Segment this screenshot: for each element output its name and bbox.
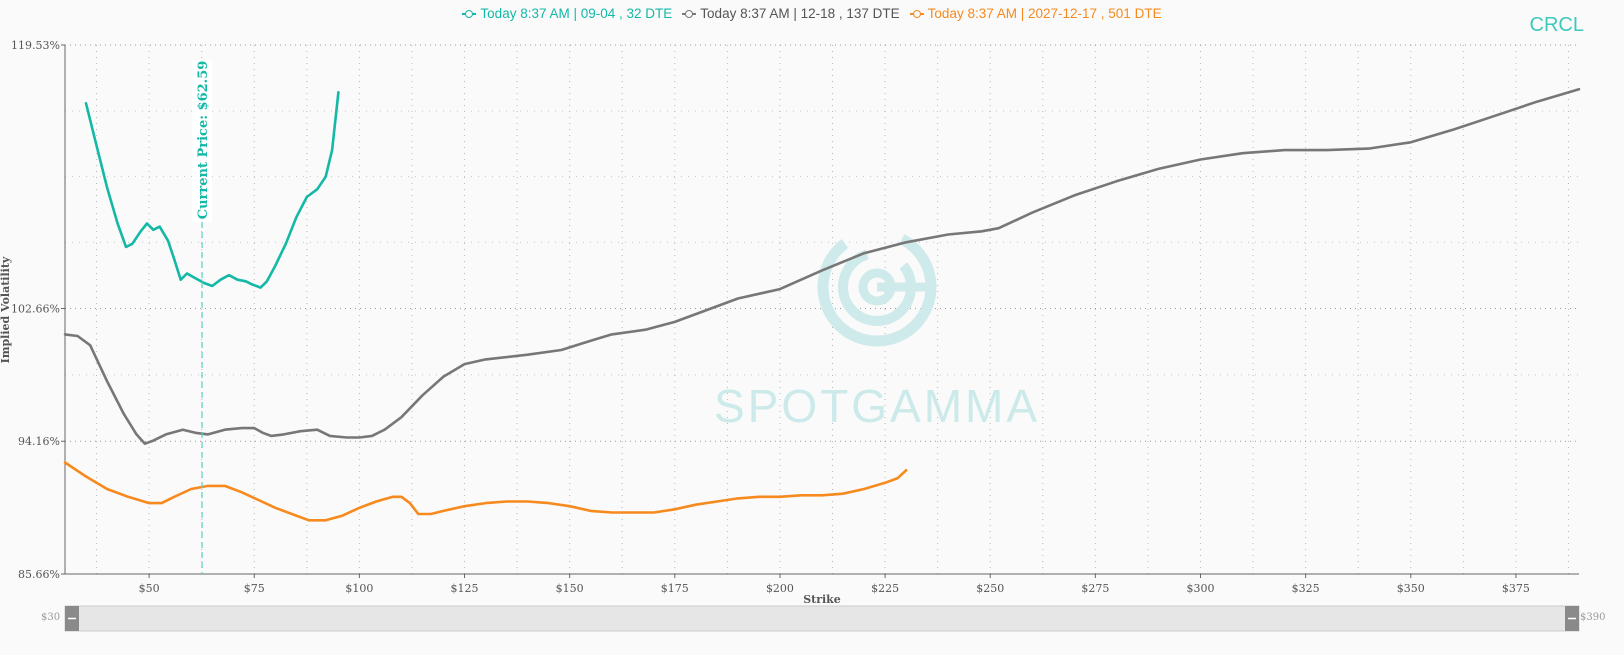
legend-label: Today 8:37 AM | 2027-12-17 , 501 DTE <box>927 6 1162 21</box>
x-tick-label: $175 <box>661 582 689 595</box>
y-tick-label: 102.66% <box>11 302 60 315</box>
series-line-3[interactable] <box>63 461 908 522</box>
x-tick-label: $300 <box>1187 582 1215 595</box>
current-price-label-box <box>192 60 213 222</box>
x-tick-label: $100 <box>345 582 373 595</box>
x-tick-label: $375 <box>1502 582 1530 595</box>
series-line-2[interactable] <box>63 87 1581 445</box>
watermark-ring-icon <box>817 227 937 347</box>
x-tick-label: $150 <box>556 582 584 595</box>
range-slider-track[interactable] <box>64 605 1580 632</box>
x-tick-label: $250 <box>976 582 1004 595</box>
slider-min-label: $30 <box>41 612 61 623</box>
legend-line-icon <box>462 9 477 19</box>
y-tick-label: 85.66% <box>18 568 60 581</box>
y-tick-label: 94.16% <box>18 435 60 448</box>
y-tick-label: 119.53% <box>11 39 60 52</box>
x-tick-label: $50 <box>139 582 160 595</box>
x-tick-label: $200 <box>766 582 794 595</box>
x-tick-label: $350 <box>1397 582 1425 595</box>
series-line-1[interactable] <box>84 91 340 289</box>
x-tick-label: $125 <box>451 582 479 595</box>
legend-line-icon <box>909 9 924 19</box>
x-tick-label: $325 <box>1292 582 1320 595</box>
legend-label: Today 8:37 AM | 12-18 , 137 DTE <box>700 6 900 21</box>
legend-line-icon <box>682 9 697 19</box>
y-axis-title: Implied Volatility <box>0 256 12 363</box>
legend: Today 8:37 AM | 09-04 , 32 DTE Today 8:37… <box>0 5 1624 23</box>
x-tick-label: $75 <box>244 582 265 595</box>
watermark-text: SPOTGAMMA <box>714 380 1040 432</box>
legend-item-2[interactable]: Today 8:37 AM | 12-18 , 137 DTE <box>682 5 900 23</box>
x-tick-label: $225 <box>871 582 899 595</box>
ticker-symbol: CRCL <box>1529 14 1584 36</box>
x-tick-label: $275 <box>1081 582 1109 595</box>
spotgamma-watermark: SPOTGAMMA <box>714 227 1040 432</box>
legend-label: Today 8:37 AM | 09-04 , 32 DTE <box>480 6 673 21</box>
legend-item-1[interactable]: Today 8:37 AM | 09-04 , 32 DTE <box>462 5 672 23</box>
x-axis-title: Strike <box>803 593 841 606</box>
current-price-label: Current Price: $62.59 <box>196 61 211 220</box>
legend-item-3[interactable]: Today 8:37 AM | 2027-12-17 , 501 DTE <box>909 5 1162 23</box>
slider-max-label: $390 <box>1580 612 1606 623</box>
